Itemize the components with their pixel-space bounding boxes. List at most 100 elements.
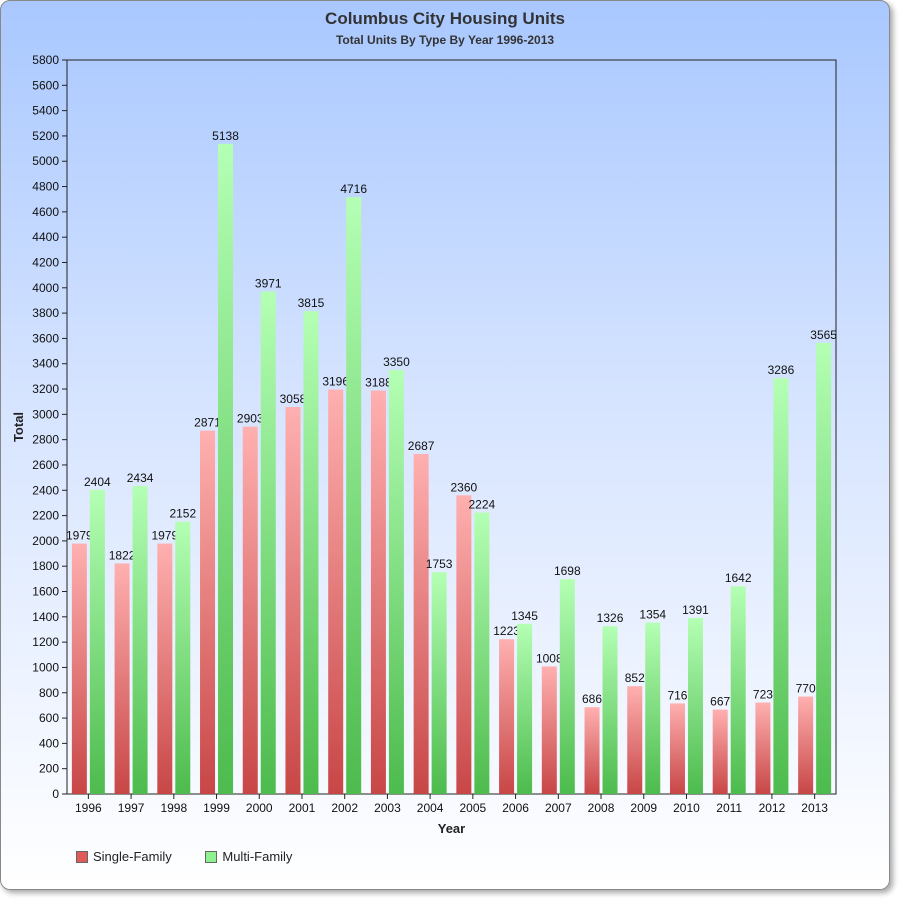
x-tick-label-2004: 2004 xyxy=(417,801,444,815)
data-label-single-family-1996: 1979 xyxy=(66,529,93,543)
legend-label-multi-family: Multi-Family xyxy=(222,849,293,864)
y-tick-label: 3000 xyxy=(32,407,59,421)
y-tick-label: 3600 xyxy=(32,331,59,345)
y-axis-title: Total xyxy=(11,412,26,442)
data-label-multi-family-2005: 2224 xyxy=(469,498,496,512)
data-label-single-family-2007: 1008 xyxy=(536,651,563,665)
y-tick-label: 3400 xyxy=(32,357,59,371)
legend-swatch-single-family xyxy=(76,850,88,863)
x-tick-label-2011: 2011 xyxy=(716,801,742,815)
bar-multi-family-2003 xyxy=(388,370,404,794)
data-label-single-family-2011: 667 xyxy=(710,695,730,709)
bar-single-family-2006 xyxy=(499,639,515,794)
bar-multi-family-2005 xyxy=(474,512,490,794)
data-label-multi-family-2008: 1326 xyxy=(597,611,624,625)
legend-swatch-multi-family xyxy=(205,850,218,863)
bar-chart: 0 200 400 600 800 1000 1200 1400 1600 1800 2000 220… xyxy=(11,53,837,836)
data-label-single-family-2002: 3196 xyxy=(322,375,349,389)
bar-single-family-2012 xyxy=(755,702,771,794)
y-tick-label: 2800 xyxy=(32,433,59,447)
y-tick-label: 5400 xyxy=(32,104,59,118)
data-label-single-family-2000: 2903 xyxy=(237,412,264,426)
data-label-single-family-2003: 3188 xyxy=(365,376,392,390)
data-label-single-family-2012: 723 xyxy=(753,688,773,702)
bar-single-family-2005 xyxy=(456,495,472,794)
bar-multi-family-2001 xyxy=(303,311,319,794)
y-tick-label: 800 xyxy=(39,686,59,700)
bar-single-family-2008 xyxy=(584,707,600,794)
x-tick-label-1996: 1996 xyxy=(75,801,102,815)
x-tick-label-2003: 2003 xyxy=(374,801,401,815)
bar-multi-family-2006 xyxy=(517,623,533,794)
bar-single-family-1998 xyxy=(157,543,173,794)
x-tick-label-1998: 1998 xyxy=(160,801,187,815)
bar-single-family-2007 xyxy=(541,666,557,794)
x-axis-title: Year xyxy=(438,821,465,836)
data-label-single-family-2001: 3058 xyxy=(280,392,307,406)
bar-single-family-1997 xyxy=(114,563,130,794)
bar-single-family-2004 xyxy=(413,453,429,794)
y-tick-label: 1200 xyxy=(32,635,59,649)
x-tick-label-2007: 2007 xyxy=(545,801,572,815)
y-tick-label: 1400 xyxy=(32,610,59,624)
y-tick-label: 5000 xyxy=(32,154,59,168)
y-tick-label: 0 xyxy=(52,787,59,801)
bar-single-family-2009 xyxy=(627,686,643,794)
data-label-single-family-2009: 852 xyxy=(625,671,645,685)
data-label-multi-family-2006: 1345 xyxy=(511,609,538,623)
x-tick-label-2001: 2001 xyxy=(289,801,316,815)
bar-multi-family-2009 xyxy=(645,622,661,794)
x-tick-label-2006: 2006 xyxy=(502,801,529,815)
bar-single-family-1996 xyxy=(71,543,87,794)
data-label-single-family-2013: 770 xyxy=(796,682,816,696)
y-tick-label: 5800 xyxy=(32,53,59,67)
x-tick-label-1997: 1997 xyxy=(118,801,145,815)
y-tick-label: 400 xyxy=(39,736,59,750)
bar-single-family-1999 xyxy=(200,430,216,794)
y-tick-label: 5200 xyxy=(32,129,59,143)
data-label-single-family-2006: 1223 xyxy=(493,624,520,638)
y-tick-label: 2200 xyxy=(32,509,59,523)
bar-multi-family-2010 xyxy=(687,617,703,794)
legend-item-single-family[interactable]: Single-Family xyxy=(76,849,172,864)
y-tick-label: 1800 xyxy=(32,559,59,573)
y-tick-label: 3200 xyxy=(32,382,59,396)
y-tick-label: 5600 xyxy=(32,78,59,92)
y-tick-label: 4400 xyxy=(32,230,59,244)
bar-single-family-2003 xyxy=(370,390,386,794)
data-label-multi-family-2010: 1391 xyxy=(682,603,709,617)
data-label-single-family-1998: 1979 xyxy=(151,529,178,543)
x-tick-label-1999: 1999 xyxy=(203,801,230,815)
data-label-multi-family-2012: 3286 xyxy=(768,363,795,377)
x-tick-label-2012: 2012 xyxy=(759,801,786,815)
x-tick-label-2008: 2008 xyxy=(588,801,615,815)
bar-multi-family-2007 xyxy=(559,579,575,794)
data-label-multi-family-1998: 2152 xyxy=(169,507,196,521)
bar-single-family-2001 xyxy=(285,407,301,794)
bar-multi-family-2004 xyxy=(431,572,447,794)
bar-multi-family-1996 xyxy=(89,489,105,794)
bar-multi-family-1997 xyxy=(132,485,148,794)
data-label-multi-family-2000: 3971 xyxy=(255,276,282,290)
y-tick-label: 2400 xyxy=(32,483,59,497)
data-label-single-family-2005: 2360 xyxy=(451,480,478,494)
bar-single-family-2002 xyxy=(328,389,344,794)
bar-multi-family-2008 xyxy=(602,626,618,794)
bar-multi-family-2002 xyxy=(346,197,362,794)
chart-title: Columbus City Housing Units xyxy=(325,9,565,28)
x-tick-label-2002: 2002 xyxy=(331,801,358,815)
y-tick-label: 2600 xyxy=(32,458,59,472)
x-tick-label-2013: 2013 xyxy=(801,801,828,815)
legend-item-multi-family[interactable]: Multi-Family xyxy=(205,849,292,864)
data-label-multi-family-1997: 2434 xyxy=(127,471,154,485)
bar-multi-family-1998 xyxy=(175,521,191,794)
bar-single-family-2000 xyxy=(242,426,258,794)
data-label-single-family-1999: 2871 xyxy=(194,416,221,430)
plot-area xyxy=(66,59,837,795)
bar-multi-family-2013 xyxy=(816,342,832,794)
bar-multi-family-2012 xyxy=(773,378,789,794)
bar-multi-family-1999 xyxy=(218,143,234,795)
data-label-single-family-2010: 716 xyxy=(667,688,687,702)
data-label-multi-family-2004: 1753 xyxy=(426,557,453,571)
data-label-multi-family-1996: 2404 xyxy=(84,475,111,489)
